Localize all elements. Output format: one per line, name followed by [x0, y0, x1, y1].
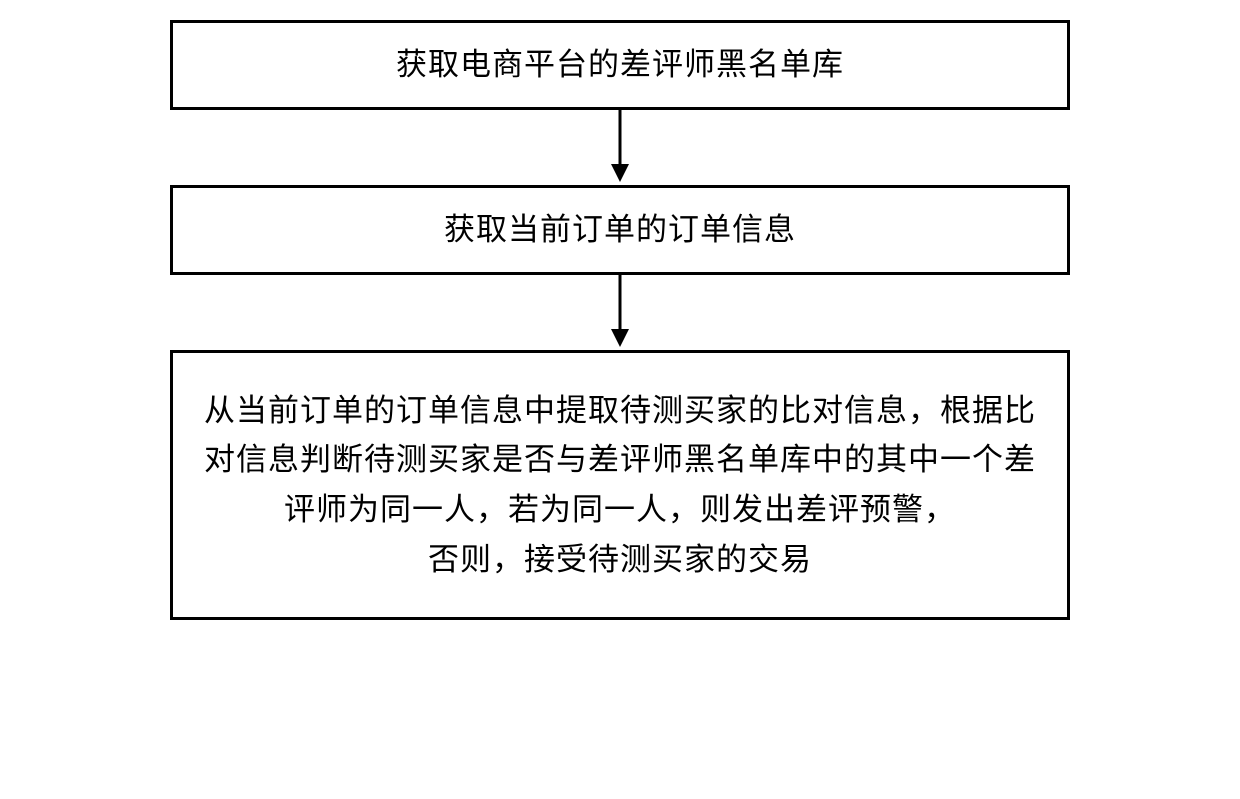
flowchart-step-1: 获取电商平台的差评师黑名单库	[170, 20, 1070, 110]
flowchart-step-2: 获取当前订单的订单信息	[170, 185, 1070, 275]
step-3-text: 从当前订单的订单信息中提取待测买家的比对信息，根据比对信息判断待测买家是否与差评…	[198, 386, 1042, 584]
arrow-down-icon	[605, 275, 635, 350]
step-1-text: 获取电商平台的差评师黑名单库	[396, 40, 844, 90]
step-2-text: 获取当前订单的订单信息	[444, 205, 796, 255]
flowchart-container: 获取电商平台的差评师黑名单库 获取当前订单的订单信息 从当前订单的订单信息中提取…	[170, 20, 1070, 620]
flowchart-step-3: 从当前订单的订单信息中提取待测买家的比对信息，根据比对信息判断待测买家是否与差评…	[170, 350, 1070, 620]
arrow-down-icon	[605, 110, 635, 185]
arrow-1-to-2	[605, 110, 635, 185]
arrow-2-to-3	[605, 275, 635, 350]
